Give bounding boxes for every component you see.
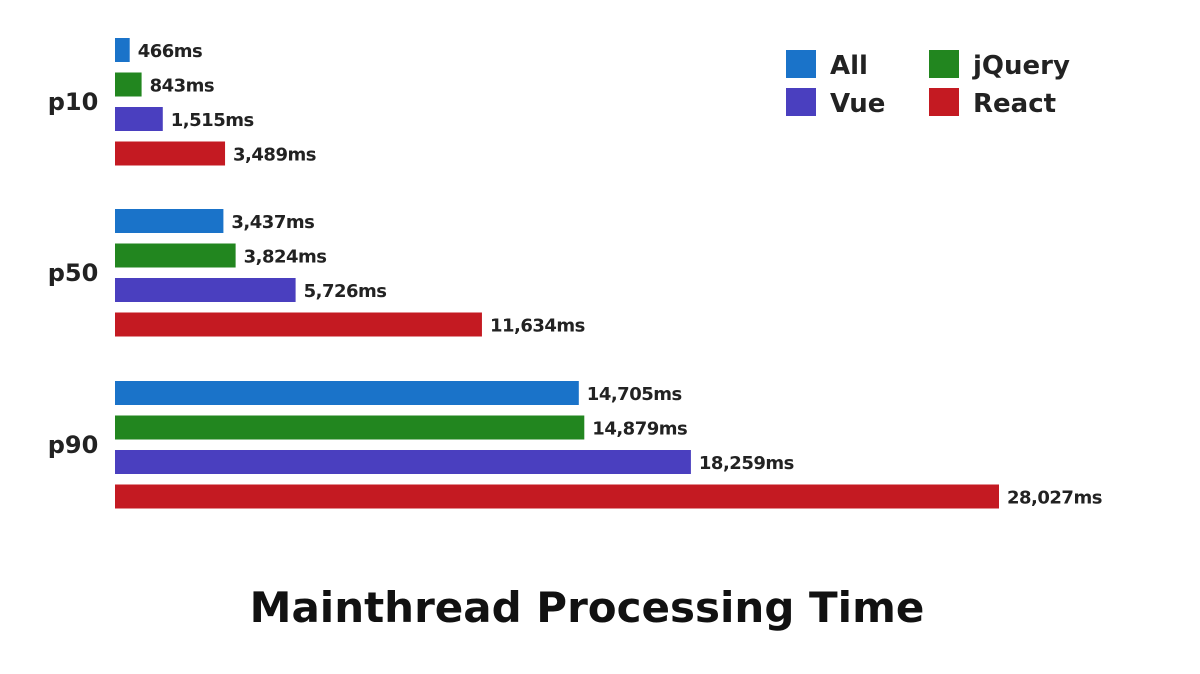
category-label-p50: p50 — [48, 259, 99, 287]
bar-p10-all — [115, 38, 130, 62]
bar-p90-vue — [115, 450, 691, 474]
bar-p10-jquery — [115, 72, 142, 97]
legend-label-react: React — [973, 89, 1056, 119]
value-label-p10-all: 466ms — [138, 41, 203, 62]
value-label-p50-vue: 5,726ms — [304, 281, 387, 302]
legend-label-all: All — [830, 51, 868, 81]
legend-swatch-vue — [786, 88, 816, 116]
category-labels-group: p10 p50 p90 — [48, 88, 99, 459]
value-label-p10-react: 3,489ms — [233, 145, 316, 166]
category-label-p90: p90 — [48, 431, 99, 459]
value-label-p50-all: 3,437ms — [231, 212, 314, 233]
bar-p50-jquery — [115, 243, 236, 268]
bar-p90-jquery — [115, 415, 585, 440]
bar-p10-react — [115, 141, 226, 166]
value-label-p90-all: 14,705ms — [587, 384, 682, 405]
legend: All jQuery Vue React — [786, 50, 1070, 119]
bar-p50-react — [115, 312, 482, 337]
value-label-p50-react: 11,634ms — [490, 316, 585, 337]
legend-swatch-all — [786, 50, 816, 78]
value-label-p90-react: 28,027ms — [1007, 488, 1102, 509]
value-label-p90-jquery: 14,879ms — [592, 419, 687, 440]
value-label-p10-jquery: 843ms — [150, 76, 215, 97]
value-labels-group: 466ms 843ms 1,515ms 3,489ms 3,437ms 3,824ms 5,… — [138, 41, 1103, 509]
legend-swatch-react — [929, 88, 959, 116]
bar-p50-vue — [115, 278, 296, 302]
bar-p90-all — [115, 381, 579, 405]
bars-group — [115, 38, 999, 509]
chart-title: Mainthread Processing Time — [250, 583, 925, 632]
bar-p50-all — [115, 209, 224, 233]
bar-p10-vue — [115, 107, 163, 131]
value-label-p50-jquery: 3,824ms — [244, 247, 327, 268]
legend-label-vue: Vue — [830, 89, 885, 119]
legend-label-jquery: jQuery — [972, 51, 1070, 81]
category-label-p10: p10 — [48, 88, 99, 116]
bar-p90-react — [115, 484, 999, 509]
value-label-p90-vue: 18,259ms — [699, 453, 794, 474]
value-label-p10-vue: 1,515ms — [171, 110, 254, 131]
legend-swatch-jquery — [929, 50, 959, 78]
